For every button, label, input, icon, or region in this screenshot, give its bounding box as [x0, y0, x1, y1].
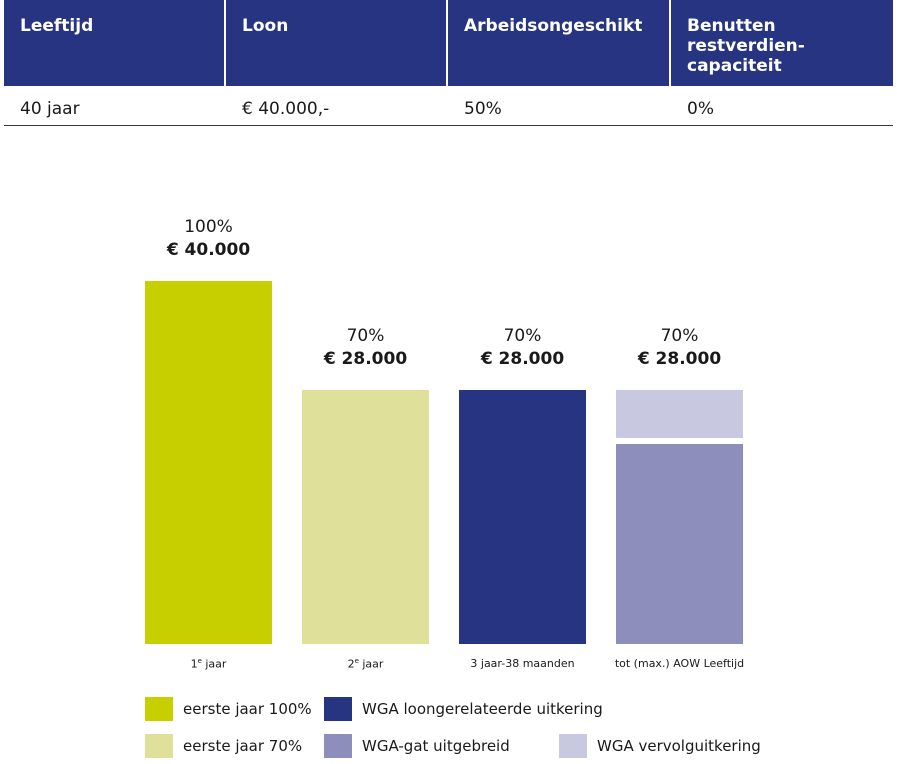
header-divider [224, 0, 226, 86]
bar-amount-label: € 28.000 [637, 348, 722, 369]
table-header: Leeftijd Loon Arbeidsongeschikt Benutten… [4, 0, 893, 86]
table-row: 40 jaar € 40.000,- 50% 0% [4, 86, 893, 126]
category-label: 2e jaar [347, 657, 384, 671]
header-divider [446, 0, 448, 86]
category-label: 1e jaar [190, 657, 227, 671]
bar-amount-label: € 28.000 [323, 348, 408, 369]
legend-label: WGA loongerelateerde uitkering [362, 700, 603, 718]
bar-segment [616, 389, 743, 439]
category-label: 3 jaar-38 maanden [470, 657, 575, 670]
cell-arbeidsongeschikt: 50% [464, 99, 502, 119]
bar-segment [459, 389, 586, 644]
legend-swatch [559, 734, 587, 758]
legend-swatch [324, 697, 352, 721]
legend-swatch [145, 734, 173, 758]
bar-percent-label: 70% [346, 325, 385, 346]
cell-leeftijd: 40 jaar [20, 99, 80, 119]
header-restverdiencapaciteit: Benutten restverdien-capaciteit [687, 16, 805, 76]
bar-segment [145, 281, 272, 644]
legend-label: WGA vervolguitkering [597, 737, 761, 755]
bar-segment [302, 389, 429, 644]
header-loon: Loon [242, 16, 289, 36]
cell-loon: € 40.000,- [242, 99, 330, 119]
bar-amount-label: € 40.000 [166, 240, 251, 260]
bar-amount-label: € 28.000 [480, 348, 565, 369]
legend-label: WGA-gat uitgebreid [362, 737, 510, 755]
legend-swatch [145, 697, 173, 721]
legend-label: eerste jaar 100% [183, 700, 312, 718]
header-arbeidsongeschikt: Arbeidsongeschikt [464, 16, 643, 36]
legend-label: eerste jaar 70% [183, 737, 303, 755]
cell-restverdiencapaciteit: 0% [687, 99, 714, 119]
category-label: tot (max.) AOW Leeftijd [614, 657, 745, 670]
bar-percent-label: 70% [503, 325, 542, 346]
ordinal-superscript: e [354, 657, 359, 665]
header-divider [669, 0, 671, 86]
header-leeftijd: Leeftijd [20, 16, 94, 36]
bar-segment [616, 444, 743, 644]
bar-percent-label: 70% [660, 325, 699, 346]
legend-swatch [324, 734, 352, 758]
bar-percent-label: 100% [184, 217, 233, 237]
ordinal-superscript: e [197, 657, 202, 665]
